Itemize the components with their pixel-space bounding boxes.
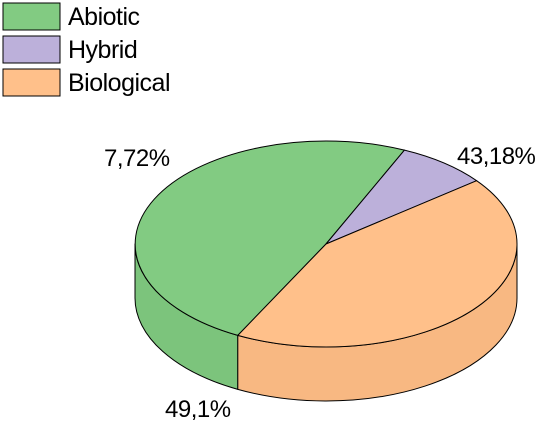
data-label-hybrid: 7,72%	[104, 145, 170, 172]
legend-label-abiotic: Abiotic	[68, 3, 140, 31]
pie	[134, 140, 518, 402]
legend-label-hybrid: Hybrid	[68, 36, 137, 64]
legend-swatch-biological	[2, 68, 61, 97]
data-label-biological: 43,18%	[457, 143, 536, 170]
pie-slice-hybrid	[325, 149, 478, 245]
legend-swatch-abiotic	[2, 2, 61, 31]
legend: Abiotic Hybrid Biological	[2, 2, 171, 97]
pie-slice-abiotic	[134, 140, 405, 336]
legend-swatch-hybrid	[2, 35, 61, 64]
pie-slice-biological	[237, 180, 518, 348]
data-label-abiotic: 49,1%	[165, 396, 231, 421]
legend-label-biological: Biological	[68, 69, 170, 97]
